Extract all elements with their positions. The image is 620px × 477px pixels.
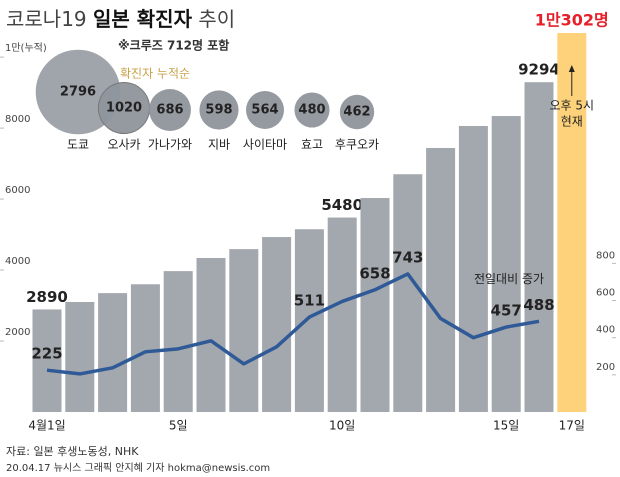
bubble bbox=[246, 91, 284, 129]
bar bbox=[262, 237, 292, 412]
bar bbox=[393, 174, 423, 412]
bar bbox=[65, 301, 95, 412]
bubble-name: 효고 bbox=[301, 138, 323, 152]
y-tick-label: 8000 bbox=[5, 114, 30, 125]
bar-label: 9294 bbox=[518, 61, 560, 79]
bubble-label: 1020 bbox=[106, 101, 142, 116]
bubble-name: 가나가와 bbox=[148, 138, 192, 152]
title: 코로나19 일본 확진자 추이 bbox=[6, 7, 235, 31]
bubble-name: 도쿄 bbox=[67, 138, 89, 152]
x-tick-label: 5일 bbox=[169, 419, 188, 433]
bar bbox=[32, 309, 62, 412]
bar bbox=[229, 249, 259, 412]
y2-tick-label: 200 bbox=[596, 362, 615, 373]
y-tick-label: 6000 bbox=[5, 185, 30, 196]
subtitle: ※크루즈 712명 포함 bbox=[118, 38, 229, 53]
bar bbox=[98, 293, 128, 412]
line bbox=[46, 272, 540, 376]
bar bbox=[426, 147, 456, 412]
bar bbox=[524, 82, 554, 413]
bubble-name: 사이타마 bbox=[243, 138, 287, 152]
x-tick-label: 17일 bbox=[559, 419, 585, 433]
annotation-arrowhead bbox=[568, 65, 575, 72]
source: 자료: 일본 후생노동성, NHK bbox=[6, 444, 139, 458]
bar bbox=[557, 33, 587, 412]
bubble-name: 오사카 bbox=[107, 138, 140, 152]
bar bbox=[458, 125, 488, 413]
bar-label: 2890 bbox=[26, 288, 68, 306]
title-part: 코로나19 bbox=[6, 7, 87, 31]
line-label: 488 bbox=[523, 296, 554, 314]
bubble bbox=[339, 94, 375, 130]
bubble-label: 2796 bbox=[60, 85, 96, 100]
line-label: 743 bbox=[392, 248, 423, 266]
bar-label: 5480 bbox=[321, 196, 363, 214]
x-tick-label: 15일 bbox=[493, 419, 519, 433]
bubble-label: 686 bbox=[156, 103, 183, 118]
bar bbox=[327, 217, 357, 412]
annotation: 현재 bbox=[561, 115, 583, 129]
y-tick-label: 2000 bbox=[5, 327, 30, 338]
line-label: 511 bbox=[294, 292, 325, 310]
bubble-name: 후쿠오카 bbox=[335, 138, 379, 152]
series-label: 전일대비 증가 bbox=[474, 272, 544, 286]
y-tick-label: 1만(누적) bbox=[5, 42, 47, 54]
y2-tick-label: 400 bbox=[596, 325, 615, 336]
bubble-label: 462 bbox=[343, 105, 370, 120]
line-label: 658 bbox=[359, 264, 390, 282]
bar bbox=[196, 257, 226, 412]
y2-tick-label: 600 bbox=[596, 288, 615, 299]
bar bbox=[130, 284, 160, 412]
bar bbox=[163, 271, 193, 412]
bar bbox=[294, 229, 324, 412]
credit: 20.04.17 뉴시스 그래픽 안지혜 기자 hokma@newsis.com bbox=[6, 462, 270, 474]
bar bbox=[491, 116, 521, 412]
x-tick-label: 4월1일 bbox=[28, 419, 65, 433]
bubble bbox=[149, 89, 191, 131]
bubble-label: 598 bbox=[205, 103, 232, 118]
line-label: 225 bbox=[31, 345, 62, 363]
title-part: 추이 bbox=[198, 7, 235, 31]
title-part: 일본 확진자 bbox=[93, 7, 193, 31]
bubble-legend: 확진자 누적순 bbox=[120, 67, 190, 81]
bubble bbox=[294, 92, 330, 128]
bubble bbox=[199, 90, 239, 130]
annotation: 오후 5시 bbox=[550, 99, 595, 113]
bar-label: 1만302명 bbox=[535, 11, 609, 30]
line-label: 457 bbox=[491, 302, 522, 320]
x-tick-label: 10일 bbox=[329, 419, 355, 433]
bubble-label: 564 bbox=[251, 103, 278, 118]
y2-tick-label: 800 bbox=[596, 250, 615, 261]
y-tick-label: 4000 bbox=[5, 256, 30, 267]
bubble-name: 지바 bbox=[208, 138, 230, 152]
bubble-label: 480 bbox=[298, 103, 325, 118]
bar bbox=[360, 198, 390, 412]
